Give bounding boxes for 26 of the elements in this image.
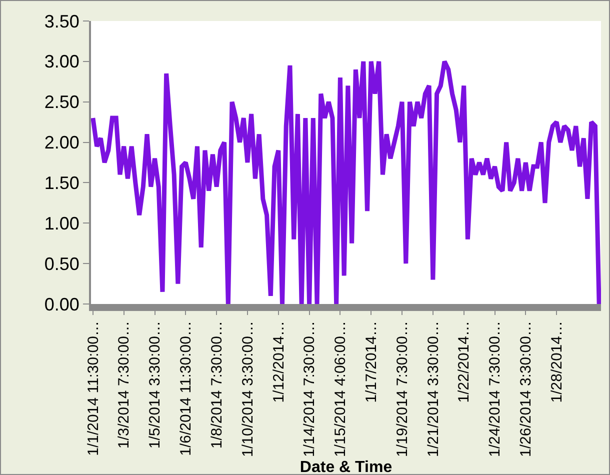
x-tick-label: 1/19/2014 7:30:00… (394, 321, 411, 457)
x-tick-label: 1/24/2014 7:30:00… (486, 321, 504, 457)
x-tick-label: 1/5/2014 3:30:00… (146, 321, 164, 449)
x-tick-label: 1/8/2014 7:30:00… (208, 321, 226, 449)
x-tick-label: 1/6/2014 11:30:00… (178, 321, 195, 456)
x-tick-label: 1/26/2014 3:30:00… (518, 321, 535, 457)
x-tick-label: 1/10/2014 3:30:00… (239, 321, 256, 457)
x-axis-title: Date & Time (300, 459, 392, 475)
y-tick-label: 0.50 (44, 254, 80, 274)
y-tick-label: 3.00 (44, 52, 80, 72)
line-series (91, 59, 601, 304)
y-tick-label: 1.00 (44, 213, 80, 234)
x-tick-label: 1/28/2014… (548, 321, 566, 403)
y-tick-label: 2.50 (44, 92, 80, 112)
y-tick-label: 0.00 (44, 294, 80, 314)
y-tick-label: 1.50 (44, 173, 80, 194)
x-tick-label: 1/1/2014 11:30:00… (84, 321, 102, 456)
x-tick-label: 1/14/2014 7:30:00… (301, 321, 318, 457)
y-tick-label: 2.00 (44, 132, 80, 153)
x-tick-label: 1/21/2014 3:30:00… (424, 321, 442, 457)
x-tick-label: 1/3/2014 7:30:00… (116, 321, 133, 449)
x-tick-label: 1/17/2014… (362, 321, 380, 403)
x-tick-label: 1/22/2014… (456, 321, 473, 403)
y-tick-label: 3.50 (44, 11, 80, 32)
x-tick-label: 1/12/2014… (270, 321, 288, 403)
x-tick-label: 1/15/2014 4:06:00… (332, 321, 350, 457)
